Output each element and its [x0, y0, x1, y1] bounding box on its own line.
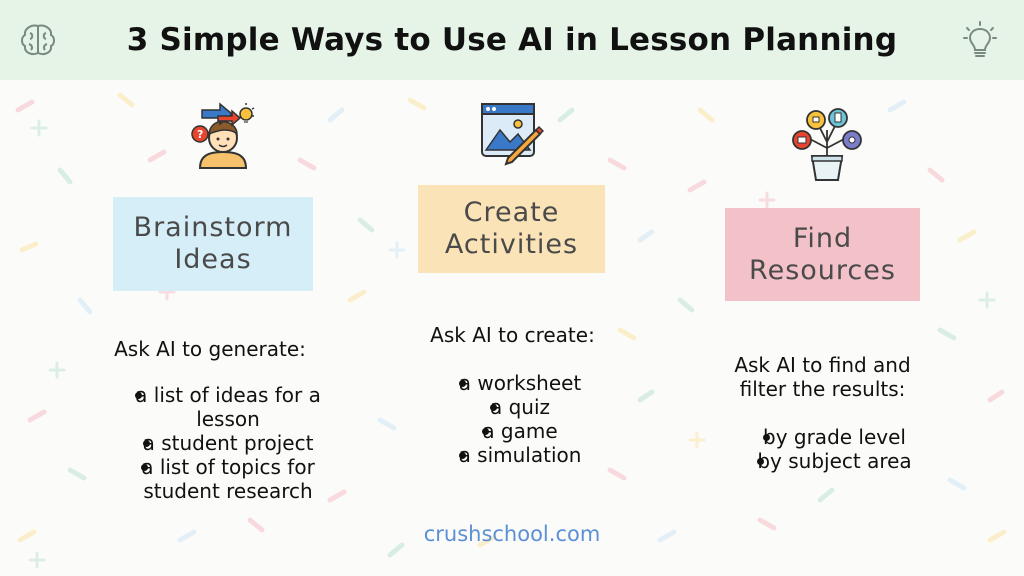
list-item: a quiz	[408, 395, 608, 419]
design-pencil-icon	[481, 103, 544, 166]
list-item: a worksheet	[408, 371, 608, 395]
find-resources-heading: Find Resources	[749, 222, 896, 286]
header-banner: 3 Simple Ways to Use AI in Lesson Planni…	[0, 0, 1024, 80]
resources-list: by grade level by subject area	[715, 425, 930, 473]
brainstorm-intro: Ask AI to generate:	[114, 337, 306, 361]
person-thinking-icon: ?	[191, 102, 255, 169]
list-item: a student project	[90, 431, 340, 455]
list-item: a list of ideas for a lesson	[90, 383, 340, 431]
activities-list: a worksheet a quiz a game a simulation	[408, 371, 608, 467]
list-item: a simulation	[408, 443, 608, 467]
list-item: a list of topics for student research	[90, 455, 340, 503]
lightbulb-icon	[963, 21, 997, 57]
svg-text:?: ?	[197, 128, 203, 141]
find-resources-card: Find Resources	[725, 208, 920, 301]
footer-site-link[interactable]: crushschool.com	[423, 522, 601, 546]
brainstorm-list: a list of ideas for a lesson a student p…	[90, 383, 340, 503]
list-item: a game	[408, 419, 608, 443]
brain-icon	[21, 24, 55, 56]
list-item: by grade level	[715, 425, 930, 449]
page-title: 3 Simple Ways to Use AI in Lesson Planni…	[126, 22, 898, 58]
activities-column: Ask AI to create: a worksheet a quiz a g…	[400, 323, 630, 483]
brainstorm-ideas-heading: Brainstorm Ideas	[133, 212, 293, 275]
plant-resources-icon	[792, 108, 862, 181]
resources-column: Ask AI to find and filter the results: b…	[705, 353, 945, 483]
create-activities-card: Create Activities	[418, 185, 605, 273]
activities-intro: Ask AI to create:	[430, 323, 595, 347]
brainstorm-ideas-card: Brainstorm Ideas	[113, 197, 313, 291]
resources-intro: Ask AI to find and filter the results:	[734, 353, 911, 401]
brainstorm-column: Ask AI to generate: a list of ideas for …	[80, 337, 340, 517]
create-activities-heading: Create Activities	[444, 197, 579, 260]
list-item: by subject area	[715, 449, 930, 473]
